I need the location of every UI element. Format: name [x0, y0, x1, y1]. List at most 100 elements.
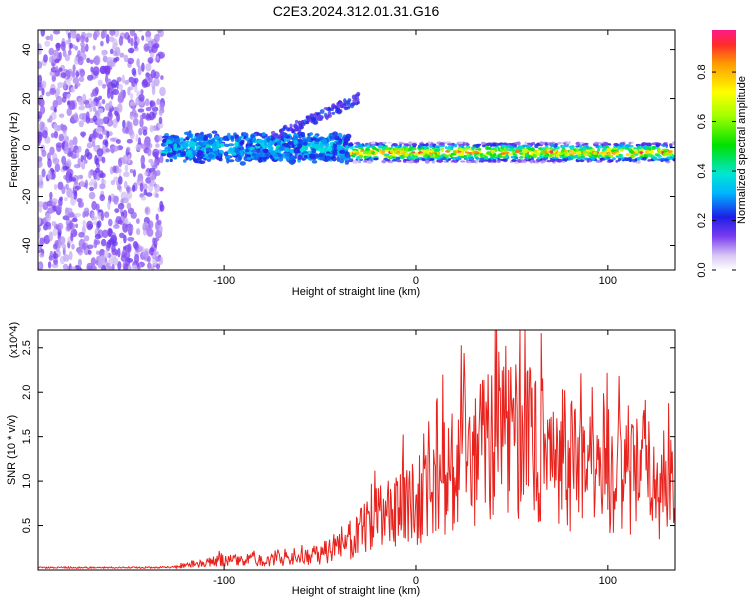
heatmap-cell: [234, 141, 239, 147]
heatmap-cell: [406, 160, 410, 164]
heatmap-cell: [64, 197, 68, 202]
heatmap-cell: [78, 113, 86, 120]
heatmap-cell: [38, 74, 43, 85]
spectrogram-heatmap: [38, 30, 675, 270]
heatmap-cell: [47, 170, 52, 180]
heatmap-cell: [38, 180, 42, 189]
heatmap-cell: [84, 103, 92, 109]
heatmap-cell: [48, 231, 54, 242]
heatmap-cell: [105, 74, 109, 84]
heatmap-cell: [541, 160, 546, 163]
heatmap-cell: [476, 157, 479, 161]
heatmap-cell: [315, 138, 321, 142]
heatmap-cell: [91, 211, 95, 222]
heatmap-cell: [508, 145, 515, 149]
heatmap-cell: [54, 163, 61, 172]
heatmap-cell: [555, 146, 560, 150]
heatmap-cell: [146, 147, 152, 157]
heatmap-cell: [173, 135, 180, 139]
heatmap-cell: [38, 225, 41, 233]
heatmap-cell: [294, 119, 299, 124]
heatmap-cell: [193, 138, 198, 143]
heatmap-cell: [148, 111, 155, 121]
snr-series-line: [38, 330, 675, 570]
heatmap-cell: [148, 158, 154, 164]
heatmap-cell: [223, 151, 229, 157]
heatmap-cell: [471, 147, 475, 150]
heatmap-cell: [45, 212, 51, 222]
heatmap-cell: [266, 136, 270, 142]
heatmap-cell: [219, 143, 225, 147]
heatmap-cell: [100, 238, 107, 247]
heatmap-cell: [107, 200, 111, 211]
heatmap-cell: [42, 130, 48, 139]
heatmap-cell: [122, 246, 127, 251]
heatmap-cell: [107, 87, 111, 94]
heatmap-cell: [160, 153, 167, 157]
heatmap-cell: [612, 147, 619, 150]
heatmap-cell: [88, 182, 94, 186]
heatmap-cell: [652, 157, 658, 161]
heatmap-cell: [527, 154, 531, 158]
heatmap-cell: [378, 148, 383, 153]
heatmap-cell: [240, 152, 245, 158]
heatmap-cell: [521, 144, 528, 148]
heatmap-cell: [92, 106, 97, 112]
heatmap-cell: [38, 263, 41, 270]
heatmap-cell: [514, 156, 519, 160]
heatmap-cell: [574, 154, 579, 159]
heatmap-cell: [90, 66, 94, 73]
heatmap-cell: [68, 250, 73, 261]
heatmap-cell: [339, 149, 346, 154]
heatmap-cell: [575, 145, 580, 148]
heatmap-cell: [132, 264, 138, 270]
heatmap-cell: [113, 50, 118, 57]
heatmap-cell: [350, 102, 354, 106]
heatmap-cell: [492, 153, 496, 158]
heatmap-cell: [518, 146, 523, 149]
heatmap-cell: [47, 224, 52, 230]
heatmap-cell: [413, 156, 419, 160]
colorbar-gradient: [712, 30, 736, 270]
heatmap-cell: [434, 145, 438, 148]
heatmap-cell: [460, 160, 466, 163]
heatmap-cell: [106, 130, 110, 138]
heatmap-cell: [309, 132, 313, 136]
heatmap-cell: [151, 44, 158, 54]
snr-ytick-label: 0.5: [21, 518, 33, 533]
heatmap-cell: [526, 142, 533, 145]
heatmap-cell: [414, 152, 418, 157]
heatmap-cell: [40, 30, 46, 37]
heatmap-cell: [568, 145, 575, 149]
heatmap-cell: [381, 150, 386, 154]
heatmap-cell: [173, 137, 181, 144]
heatmap-cell: [55, 65, 59, 72]
chart-title: C2E3.2024.312.01.31.G16: [273, 3, 440, 19]
spectrogram-ytick-label: 40: [21, 43, 33, 55]
heatmap-cell: [119, 232, 125, 239]
heatmap-cell: [113, 224, 120, 230]
heatmap-cell: [102, 116, 110, 125]
heatmap-cell: [109, 30, 116, 36]
heatmap-cell: [384, 149, 390, 152]
heatmap-cell: [95, 126, 103, 134]
heatmap-cell: [180, 151, 186, 158]
heatmap-cell: [277, 153, 283, 158]
heatmap-cell: [597, 148, 601, 152]
heatmap-cell: [634, 153, 639, 156]
heatmap-cell: [289, 126, 293, 132]
heatmap-cell: [662, 148, 668, 151]
heatmap-cell: [38, 134, 42, 144]
heatmap-cell: [74, 212, 82, 218]
heatmap-cell: [480, 141, 487, 145]
heatmap-cell: [425, 147, 430, 150]
heatmap-cell: [135, 144, 142, 151]
heatmap-cell: [222, 136, 229, 141]
heatmap-cell: [364, 144, 368, 147]
heatmap-cell: [631, 158, 635, 161]
heatmap-cell: [638, 156, 642, 160]
heatmap-cell: [301, 122, 306, 126]
heatmap-cell: [407, 156, 414, 160]
heatmap-cell: [372, 147, 379, 150]
heatmap-cell: [522, 150, 528, 154]
